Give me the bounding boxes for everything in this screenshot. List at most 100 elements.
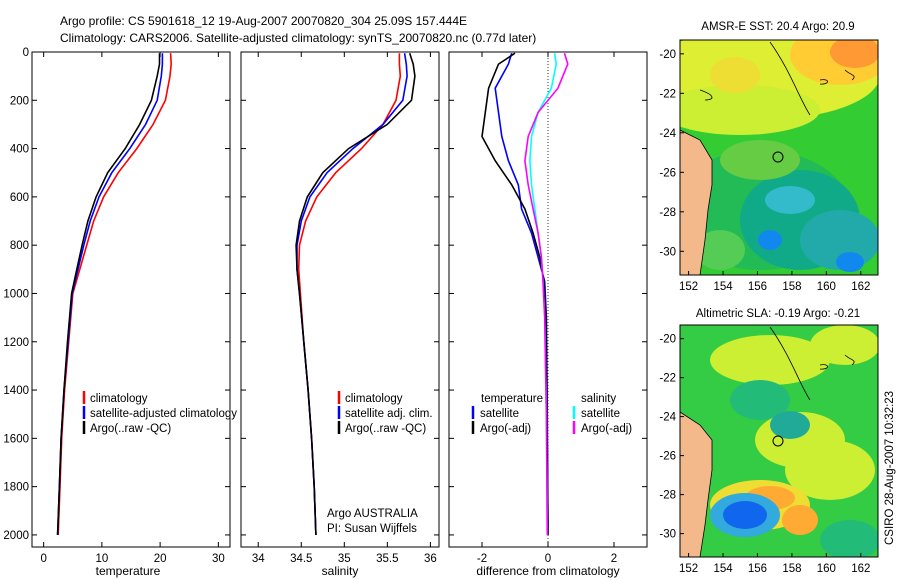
land-mass	[680, 130, 712, 275]
sla-map-axes: 152 154 156 158 160 162 -20 -22 -24 -26 -28 -30	[659, 334, 870, 575]
difference-panel: -2 0 2 difference from climatology tempera…	[448, 51, 648, 578]
x-tick-label: 35	[338, 553, 351, 565]
series-line	[524, 52, 569, 535]
legend-label-argo: Argo(..raw -QC)	[345, 423, 426, 435]
salinity-legend: climatology satellite adj. clim. Argo(..…	[337, 391, 433, 435]
sst-map-axes: 152 154 156 158 160 162 -20 -22 -24 -26 -28 -30	[659, 49, 870, 293]
x-tick-label: 20	[154, 553, 167, 565]
x-tick-label: 162	[851, 281, 870, 293]
series-line	[57, 53, 173, 535]
contour-line	[769, 326, 855, 401]
x-tick-label: 152	[679, 563, 698, 575]
salinity-axes-frame	[240, 51, 440, 548]
y-tick-label: 0	[23, 47, 29, 59]
title-line-2: Climatology: CARS2006. Satellite-adjuste…	[60, 31, 536, 45]
difference-depth-ticks	[449, 51, 647, 536]
sla-map-title: Altimetric SLA: -0.19 Argo: -0.21	[696, 308, 860, 320]
temperature-panel: 0 200 400 600 800 1000 1200 1400 1600 1800 2000 0 1…	[3, 47, 237, 578]
difference-legend: temperature salinity satellite Argo(-adj…	[471, 393, 632, 435]
sla-map-frame	[679, 324, 879, 558]
argo-float-marker	[772, 435, 784, 447]
argo-float-marker	[772, 151, 784, 163]
x-tick-label: 0	[40, 553, 46, 565]
sst-map-title: AMSR-E SST: 20.4 Argo: 20.9	[701, 21, 854, 33]
salinity-depth-ticks	[241, 51, 439, 536]
x-tick-label: 156	[748, 563, 767, 575]
land-mass	[680, 412, 712, 557]
legend-label-satellite: satellite adj. clim.	[345, 408, 433, 420]
y-tick-label: 1800	[3, 482, 29, 494]
y-tick-label: 400	[10, 144, 29, 156]
legend-label-temp-argo: Argo(-adj)	[480, 423, 531, 435]
legend-label-argo: Argo(..raw -QC)	[90, 423, 171, 435]
depth-axis: 0 200 400 600 800 1000 1200 1400 1600 1800 2000	[3, 47, 230, 542]
legend-label-temp-satellite: satellite	[480, 408, 519, 420]
x-tick-label: 34	[252, 553, 265, 565]
legend-label-climatology: climatology	[345, 393, 403, 405]
salinity-panel: 34 34.5 35 35.5 36 salinity climatology sate…	[240, 51, 440, 578]
y-tick-label: -20	[659, 334, 676, 346]
x-tick-label: 0	[545, 553, 551, 565]
y-tick-label: -26	[659, 167, 676, 179]
sla-map-panel: Altimetric SLA: -0.19 Argo: -0.21 152 154…	[659, 308, 879, 575]
x-tick-label: 35.5	[376, 553, 398, 565]
x-tick-label: 36	[424, 553, 437, 565]
coastline	[680, 129, 713, 275]
y-tick-label: -30	[659, 529, 676, 541]
legend-title-temperature: temperature	[481, 393, 543, 405]
legend-label-sal-argo: Argo(-adj)	[581, 423, 632, 435]
x-tick-label: 158	[782, 281, 801, 293]
legend-label-climatology: climatology	[90, 393, 148, 405]
x-tick-label: 158	[782, 563, 801, 575]
y-tick-label: 600	[10, 192, 29, 204]
timestamp-side-label: CSIRO 28-Aug-2007 10:32:23	[884, 391, 896, 545]
series-line	[56, 53, 161, 535]
legend-title-salinity: salinity	[581, 393, 616, 405]
x-tick-label: 162	[851, 563, 870, 575]
temperature-legend: climatology satellite-adjusted climatolo…	[82, 391, 237, 435]
coastline	[680, 411, 713, 557]
salinity-lines	[295, 52, 416, 535]
y-tick-label: 1400	[3, 385, 29, 397]
y-tick-label: 200	[10, 95, 29, 107]
sst-heatmap	[680, 40, 878, 275]
difference-lines	[481, 52, 569, 535]
sst-map-panel: AMSR-E SST: 20.4 Argo: 20.9 152 154 156 158…	[659, 21, 879, 293]
y-tick-label: 1000	[3, 288, 29, 300]
x-tick-label: 160	[817, 281, 836, 293]
y-tick-label: -24	[659, 128, 676, 140]
difference-x-axis: -2 0 2	[477, 52, 617, 565]
y-tick-label: -24	[659, 412, 676, 424]
series-line	[295, 52, 416, 535]
temperature-axes-frame	[31, 51, 231, 548]
y-tick-label: 1200	[3, 337, 29, 349]
y-tick-label: 800	[10, 240, 29, 252]
x-tick-label: 30	[212, 553, 225, 565]
x-tick-label: 10	[95, 553, 108, 565]
y-tick-label: -20	[659, 49, 676, 61]
x-tick-label: 160	[817, 563, 836, 575]
x-tick-label: -2	[477, 553, 487, 565]
x-tick-label: 154	[713, 281, 733, 293]
y-tick-label: -28	[659, 490, 676, 502]
x-tick-label: 152	[679, 281, 698, 293]
difference-xlabel: difference from climatology	[476, 564, 619, 578]
pi-label: PI: Susan Wijffels	[327, 523, 417, 535]
y-tick-label: -26	[659, 451, 676, 463]
y-tick-label: -22	[659, 88, 676, 100]
x-tick-label: 2	[611, 553, 617, 565]
temperature-x-axis: 0 10 20 30	[40, 52, 225, 565]
series-line	[494, 52, 549, 535]
x-tick-label: 34.5	[290, 553, 312, 565]
x-tick-label: 154	[713, 563, 733, 575]
title-line-1: Argo profile: CS 5901618_12 19-Aug-2007 …	[60, 14, 467, 28]
float-owner-label: Argo AUSTRALIA	[327, 508, 418, 520]
y-tick-label: -30	[659, 246, 676, 258]
salinity-x-axis: 34 34.5 35 35.5 36	[252, 52, 437, 565]
sla-heatmap	[680, 325, 878, 557]
legend-label-satellite: satellite-adjusted climatology	[90, 408, 237, 420]
sst-map-frame	[679, 39, 879, 276]
y-tick-label: 1600	[3, 433, 29, 445]
y-tick-label: -22	[659, 373, 676, 385]
